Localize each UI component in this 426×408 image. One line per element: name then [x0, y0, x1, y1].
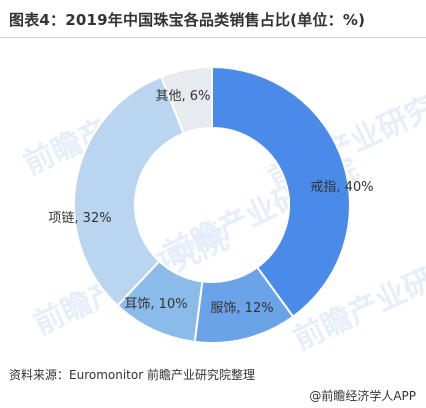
slice-label-戒指: 戒指, 40%	[310, 180, 373, 195]
slice-labels: 戒指, 40% 服饰, 12% 耳饰, 10% 项链, 32% 其他, 6%	[48, 89, 373, 316]
donut-slices	[73, 65, 351, 344]
chart-title: 图表4：2019年中国珠宝各品类销售占比(单位：%)	[9, 11, 366, 29]
credit-note: @前瞻经济学人APP	[309, 389, 416, 403]
slice-label-项链: 项链, 32%	[48, 211, 111, 226]
slice-label-其他: 其他, 6%	[156, 89, 211, 104]
donut-slice-其他	[159, 65, 213, 135]
title-divider	[0, 37, 426, 38]
slice-label-服饰: 服饰, 12%	[210, 301, 273, 316]
donut-slice-项链	[73, 75, 185, 308]
slice-label-耳饰: 耳饰, 10%	[124, 297, 187, 312]
donut-slice-戒指	[211, 65, 351, 319]
source-note: 资料来源：Euromonitor 前瞻产业研究院整理	[9, 368, 255, 382]
